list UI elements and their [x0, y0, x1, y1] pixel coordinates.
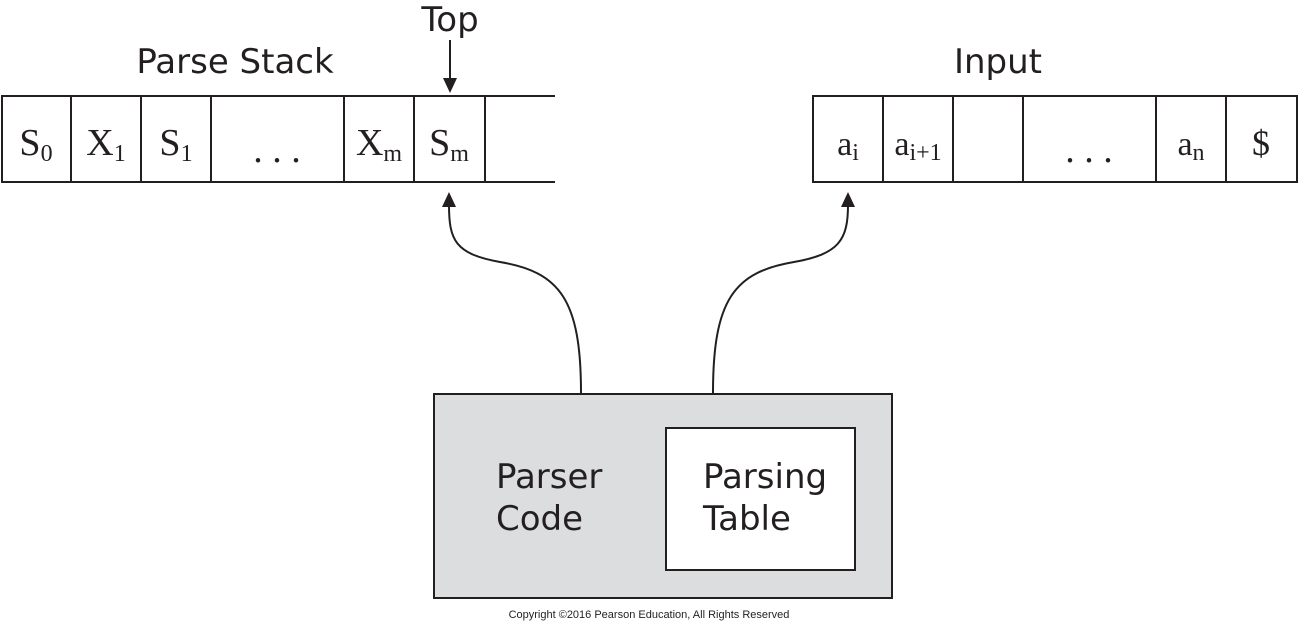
- stack-cell-s1: S1: [159, 122, 192, 167]
- input-cell-ai-plus-1: ai+1: [894, 126, 941, 166]
- input-tape: ai ai+1 . . . an $: [812, 95, 1298, 183]
- stack-cell-xm: Xm: [356, 122, 402, 167]
- parser-box: Parser Code Parsing Table: [433, 393, 893, 599]
- parser-to-input-arrowhead: [841, 192, 855, 207]
- stack-cell-ellipsis: . . .: [253, 129, 301, 171]
- stack-cell-sm: Sm: [429, 122, 469, 167]
- input-tape-frame: [812, 95, 1298, 183]
- parser-to-stack-arrowhead: [442, 192, 456, 207]
- input-cell-end-marker: $: [1252, 123, 1270, 163]
- parser-code-label-line2: Code: [496, 499, 583, 539]
- parse-stack: S0 X1 S1 . . . Xm Sm: [1, 95, 555, 183]
- input-title: Input: [954, 42, 1042, 82]
- parse-stack-title: Parse Stack: [136, 42, 334, 82]
- stack-cell-x1: X1: [86, 122, 125, 167]
- copyright-notice: Copyright ©2016 Pearson Education, All R…: [509, 609, 790, 621]
- top-label: Top: [420, 0, 478, 40]
- parser-to-stack-arrow: [448, 204, 582, 394]
- parsing-table-label-line1: Parsing: [703, 457, 827, 497]
- parser-to-input-arrow: [712, 204, 849, 394]
- input-cell-ai: ai: [837, 126, 859, 166]
- parser-code-label-line1: Parser: [496, 457, 602, 497]
- input-cell-ellipsis: . . .: [1065, 129, 1113, 171]
- stack-cell-s0: S0: [19, 122, 52, 167]
- parsing-table-label-line2: Table: [702, 499, 791, 539]
- top-arrow-head: [443, 78, 457, 93]
- parsing-table-box: [665, 427, 856, 571]
- input-cell-an: an: [1177, 126, 1204, 166]
